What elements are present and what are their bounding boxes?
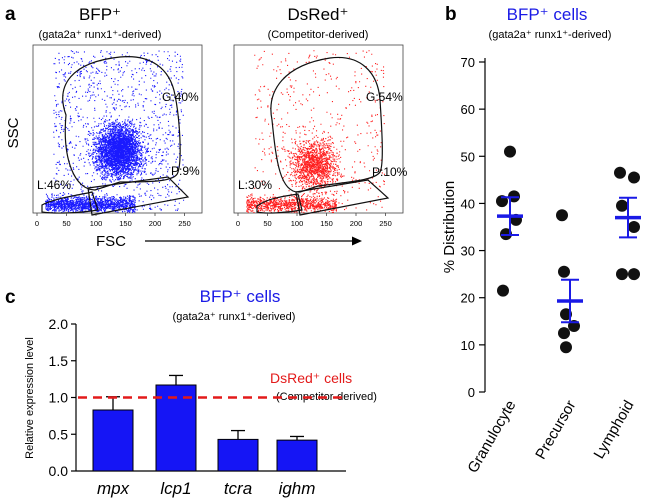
panel-letter-c: c xyxy=(5,287,16,308)
b-point-precursor xyxy=(556,209,568,222)
facs-xtick-label: 50 xyxy=(263,219,271,228)
b-ytick-label: 70 xyxy=(461,55,475,70)
facs1-gate-P xyxy=(87,176,190,216)
facs2-title: DsRed⁺ xyxy=(288,5,349,24)
facs-ylabel: SSC xyxy=(5,117,22,148)
c-ytick-label: 0.5 xyxy=(49,426,69,442)
facs2-gate-G xyxy=(270,56,383,193)
facs1-gate-G-label: G:40% xyxy=(162,90,199,104)
c-category-label: ighm xyxy=(279,479,316,498)
facs-xtick-label: 0 xyxy=(35,219,39,228)
b-point-lymphoid xyxy=(616,268,628,281)
b-point-lymphoid xyxy=(628,221,640,233)
c-bar-mpx xyxy=(92,409,134,472)
facs1-frame xyxy=(32,44,203,214)
facs-xtick-label: 150 xyxy=(320,219,333,228)
facs1-subtitle: (gata2a⁺ runx1⁺-derived) xyxy=(39,29,162,41)
panel-c-chart: 0.0 0.5 1.0 1.5 2.0 mpx lcp1 tcra ighm xyxy=(49,316,346,498)
facs2-plot: G:54% P:10% L:30% 0 50 100 150 200 250 xyxy=(233,44,408,228)
b-point-granulocyte xyxy=(504,145,516,158)
facs-xtick-label: 100 xyxy=(90,219,103,228)
facs2-gate-P-label: P:10% xyxy=(372,165,408,179)
b-category-label: Granulocyte xyxy=(464,398,519,477)
panel-c-ylabel: Relative expression level xyxy=(24,337,36,459)
facs1-gate-L xyxy=(41,191,99,214)
facs-xtick-label: 0 xyxy=(236,219,240,228)
facs1-dots-events xyxy=(45,50,185,214)
panel-c-title: BFP⁺ cells xyxy=(200,287,281,306)
b-point-granulocyte xyxy=(497,284,509,297)
b-point-precursor xyxy=(558,327,570,340)
facs2-gate-G-label: G:54% xyxy=(366,90,403,104)
facs1-gate-P-label: P:9% xyxy=(171,164,200,178)
c-ytick-label: 0.0 xyxy=(49,463,69,479)
panel-b-title: BFP⁺ cells xyxy=(507,5,588,24)
facs-xtick-label: 150 xyxy=(119,219,132,228)
panel-letter-a: a xyxy=(5,4,16,25)
c-ytick-label: 1.5 xyxy=(49,353,69,369)
b-ytick-label: 40 xyxy=(461,196,475,211)
c-category-label: lcp1 xyxy=(160,479,191,498)
panel-b-ylabel: % Distribution xyxy=(441,181,458,274)
b-ytick-label: 30 xyxy=(461,244,475,259)
facs1-title: BFP⁺ xyxy=(79,5,121,24)
b-point-precursor xyxy=(558,265,570,278)
c-ytick-label: 1.0 xyxy=(49,390,69,406)
b-ytick-label: 20 xyxy=(461,291,475,306)
c-bar-lcp1 xyxy=(155,384,197,472)
facs-xtick-label: 100 xyxy=(291,219,304,228)
facs1-gate-L-label: L:46% xyxy=(37,178,71,192)
b-ytick-label: 50 xyxy=(461,149,475,164)
c-ytick-label: 2.0 xyxy=(49,316,69,332)
facs1-plot: G:40% P:9% L:46% 0 50 100 150 200 250 xyxy=(32,44,203,228)
facs2-subtitle: (Competitor-derived) xyxy=(268,29,369,41)
panel-c-subtitle: (gata2a⁺ runx1⁺-derived) xyxy=(173,311,296,323)
reference-label: DsRed⁺ cells xyxy=(270,370,352,386)
facs1-gate-G xyxy=(62,56,181,191)
facs2-gate-L xyxy=(256,193,303,214)
b-ytick-label: 60 xyxy=(461,102,475,117)
b-point-lymphoid xyxy=(614,166,626,179)
c-category-label: tcra xyxy=(224,479,252,498)
panel-b-subtitle: (gata2a⁺ runx1⁺-derived) xyxy=(489,29,612,41)
facs-xlabel: FSC xyxy=(96,233,126,250)
facs-xtick-label: 200 xyxy=(350,219,363,228)
facs-arrow-head xyxy=(352,236,362,246)
b-category-label: Lymphoid xyxy=(590,398,637,462)
facs-xtick-label: 200 xyxy=(149,219,162,228)
facs2-dots-events xyxy=(246,50,385,214)
facs-xtick-label: 250 xyxy=(379,219,392,228)
c-bar-tcra xyxy=(217,438,259,472)
panel-letter-b: b xyxy=(445,4,457,25)
facs2-gate-P xyxy=(295,179,390,216)
b-ytick-label: 10 xyxy=(461,338,475,353)
facs2-gate-L-label: L:30% xyxy=(238,178,272,192)
facs2-frame xyxy=(233,44,404,214)
c-bar-ighm xyxy=(276,439,318,472)
b-point-lymphoid xyxy=(628,268,640,281)
b-point-lymphoid xyxy=(616,199,628,212)
b-point-lymphoid xyxy=(628,171,640,184)
facs-xtick-label: 50 xyxy=(62,219,70,228)
b-point-precursor xyxy=(560,341,572,354)
facs-xtick-label: 250 xyxy=(178,219,191,228)
panel-b-chart: 0 10 20 30 40 50 60 70 Granulocyte Precursor Lymph… xyxy=(461,55,641,476)
b-category-label: Precursor xyxy=(532,398,579,463)
c-category-label: mpx xyxy=(97,479,130,498)
b-ytick-label: 0 xyxy=(468,385,475,400)
